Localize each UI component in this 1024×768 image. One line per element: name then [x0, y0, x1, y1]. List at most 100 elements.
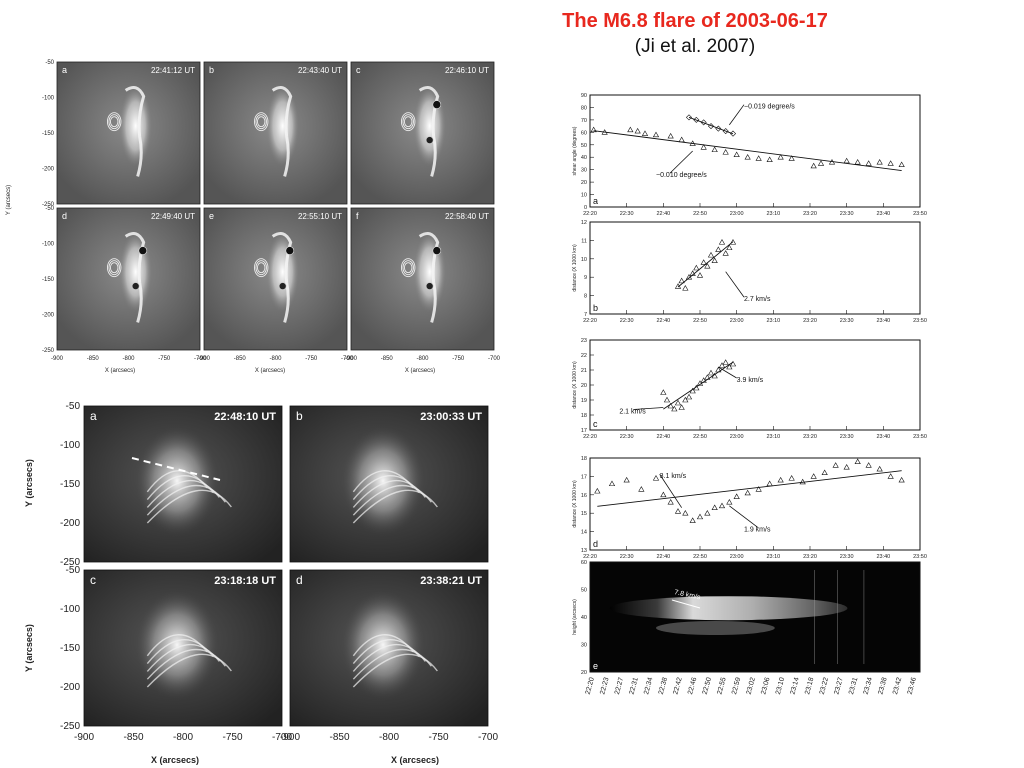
ytick-label: 19: [581, 398, 587, 404]
ytick-label: 60: [581, 130, 587, 136]
bottom-image-grid: Y (arcsecs) Y (arcsecs) a 22:48:10 UT b 23:…: [24, 401, 498, 765]
data-point: [652, 131, 660, 138]
data-point: [810, 162, 817, 169]
xtick-label: 22:50: [693, 211, 707, 217]
ytick-label: 17: [581, 428, 587, 434]
chart-frame: [589, 457, 921, 551]
xtick-label: 23:00: [730, 211, 744, 217]
data-point: [726, 363, 733, 370]
xtick-label: 23:50: [913, 211, 927, 217]
xtick-label: 22:40: [656, 434, 670, 440]
bottom-xlabel-2: X (arcsecs): [391, 755, 439, 765]
top-panel-time: 22:43:40 UT: [298, 66, 342, 75]
bottom-ytick: -200: [60, 682, 80, 693]
top-panel-letter: c: [356, 65, 361, 75]
data-point: [711, 504, 718, 510]
bottom-panel-d: d 23:38:21 UT: [289, 569, 489, 727]
data-point: [876, 158, 883, 165]
xtick-label: 22:40: [656, 554, 670, 560]
data-point: [660, 389, 667, 395]
xtick-label: 22:20: [583, 554, 597, 560]
ytick-label: 20: [581, 180, 587, 186]
ytick-label: 40: [581, 155, 587, 161]
bottom-xtick: -800: [173, 732, 193, 743]
data-point: [788, 155, 795, 161]
chart-ylabel: distance (X 1000 km): [572, 244, 578, 292]
bottom-panel-time: 23:00:33 UT: [420, 411, 482, 423]
heatmap-frame: [589, 561, 921, 673]
bottom-panel-letter: c: [90, 573, 96, 587]
data-point: [641, 130, 649, 136]
heatmap-ytick: 30: [581, 643, 587, 649]
bottom-xtick: -700: [478, 732, 498, 743]
chart-panel-letter: b: [593, 303, 598, 313]
bottom-panel-c: c 23:18:18 UT: [83, 569, 283, 727]
chart-annotation: −0.019 degree/s: [744, 104, 795, 111]
height-time-streak: [609, 596, 848, 621]
xtick-label: 23:40: [876, 434, 890, 440]
bottom-panel-time: 22:48:10 UT: [214, 411, 276, 423]
contour-ring: [108, 260, 120, 276]
top-xlabel-2: X (arcsecs): [255, 368, 285, 374]
flare-glow: [119, 231, 152, 312]
top-panel-time: 22:49:40 UT: [151, 212, 195, 221]
xtick-label: 23:40: [876, 554, 890, 560]
ytick-label: 90: [581, 93, 587, 99]
heatmap-xtick: 23:18: [804, 677, 815, 696]
heatmap-ytick: 40: [581, 615, 587, 621]
ytick-label: 22: [581, 353, 587, 359]
data-point: [865, 462, 872, 468]
heatmap-xtick: 22:34: [643, 677, 654, 696]
data-point: [854, 158, 861, 165]
chart-frame: [589, 221, 921, 315]
coronal-loop: [352, 653, 438, 688]
data-point: [711, 146, 718, 153]
data-point: [887, 160, 894, 166]
flare-ribbon: [124, 86, 146, 177]
top-ytick: -150: [42, 131, 55, 137]
top-ytick: -250: [42, 348, 55, 354]
bottom-ytick: -200: [60, 518, 80, 529]
heatmap-xtick: 23:31: [848, 677, 859, 696]
bottom-xtick: -900: [280, 732, 300, 743]
xtick-label: 23:50: [913, 318, 927, 324]
ytick-label: 17: [581, 474, 587, 480]
heatmap-xtick: 23:38: [877, 677, 888, 696]
data-point: [682, 396, 689, 403]
top-ytick: -150: [42, 277, 55, 283]
contour-ring: [255, 260, 267, 276]
ytick-label: 18: [581, 413, 587, 419]
contour-ring: [109, 116, 119, 128]
heatmap-arrow: [671, 599, 701, 609]
data-point: [718, 239, 726, 245]
data-point: [715, 246, 722, 252]
xtick-label: 23:40: [876, 211, 890, 217]
chart-annotation: 3.9 km/s: [737, 377, 764, 384]
data-point: [689, 270, 696, 276]
top-xtick: -850: [234, 356, 247, 362]
flare-glow: [266, 85, 299, 166]
contour-ring: [109, 262, 119, 274]
ytick-label: 70: [581, 118, 587, 124]
heatmap-xtick: 22:27: [614, 677, 625, 696]
contour-ring: [404, 116, 413, 128]
data-point: [722, 359, 729, 365]
xtick-label: 23:50: [913, 434, 927, 440]
chart-annotation: 2.7 km/s: [744, 296, 771, 303]
xtick-label: 23:40: [876, 318, 890, 324]
top-ytick: -200: [42, 313, 55, 319]
ytick-label: 13: [581, 548, 587, 554]
chart-panel-letter: d: [593, 539, 598, 549]
dark-contour: [432, 100, 442, 109]
data-point: [590, 126, 597, 133]
xtick-label: 23:20: [803, 211, 817, 217]
data-point: [898, 476, 905, 483]
xtick-label: 22:20: [583, 211, 597, 217]
flare-ribbon: [271, 232, 293, 323]
bottom-panel-time: 23:38:21 UT: [420, 575, 482, 587]
data-point: [766, 156, 773, 163]
data-point: [817, 160, 825, 166]
data-point: [707, 369, 715, 376]
bottom-panel-a: a 22:48:10 UT: [83, 405, 283, 563]
top-xtick: -900: [51, 356, 64, 362]
